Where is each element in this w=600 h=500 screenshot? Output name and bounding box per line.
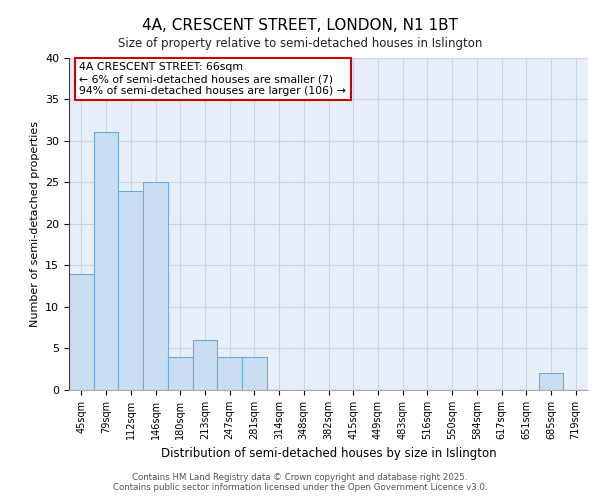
- Bar: [242, 357, 267, 390]
- Text: Contains HM Land Registry data © Crown copyright and database right 2025.
Contai: Contains HM Land Registry data © Crown c…: [113, 473, 487, 492]
- Bar: [143, 182, 168, 390]
- X-axis label: Distribution of semi-detached houses by size in Islington: Distribution of semi-detached houses by …: [161, 448, 496, 460]
- Y-axis label: Number of semi-detached properties: Number of semi-detached properties: [29, 120, 40, 327]
- Text: Size of property relative to semi-detached houses in Islington: Size of property relative to semi-detach…: [118, 38, 482, 51]
- Text: 4A CRESCENT STREET: 66sqm
← 6% of semi-detached houses are smaller (7)
94% of se: 4A CRESCENT STREET: 66sqm ← 6% of semi-d…: [79, 62, 346, 96]
- Text: 4A, CRESCENT STREET, LONDON, N1 1BT: 4A, CRESCENT STREET, LONDON, N1 1BT: [142, 18, 458, 32]
- Bar: [69, 274, 94, 390]
- Bar: [118, 190, 143, 390]
- Bar: [217, 357, 242, 390]
- Bar: [94, 132, 118, 390]
- Bar: [168, 357, 193, 390]
- Bar: [193, 340, 217, 390]
- Bar: [539, 374, 563, 390]
